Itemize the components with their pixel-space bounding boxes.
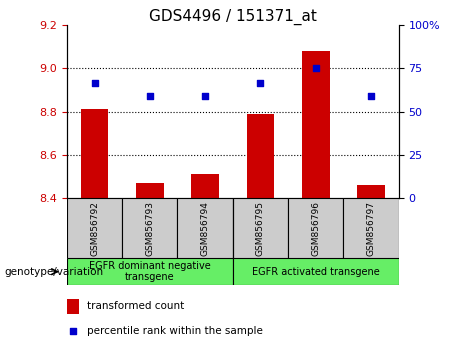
Text: GSM856794: GSM856794: [201, 201, 210, 256]
Text: GSM856796: GSM856796: [311, 201, 320, 256]
Point: [69, 328, 77, 334]
Bar: [67, 299, 79, 314]
Point: [367, 93, 375, 99]
Point: [146, 93, 154, 99]
Bar: [67, 198, 122, 258]
Text: genotype/variation: genotype/variation: [5, 267, 104, 277]
Text: GSM856792: GSM856792: [90, 201, 99, 256]
Bar: [233, 258, 399, 285]
Text: EGFR dominant negative
transgene: EGFR dominant negative transgene: [89, 261, 211, 282]
Point: [312, 65, 319, 71]
Bar: [343, 198, 399, 258]
Bar: [247, 114, 274, 198]
Title: GDS4496 / 151371_at: GDS4496 / 151371_at: [149, 8, 317, 25]
Point: [257, 80, 264, 86]
Text: percentile rank within the sample: percentile rank within the sample: [87, 326, 263, 336]
Bar: [357, 185, 385, 198]
Text: GSM856795: GSM856795: [256, 201, 265, 256]
Text: transformed count: transformed count: [87, 301, 184, 311]
Bar: [233, 198, 288, 258]
Bar: [136, 183, 164, 198]
Point: [91, 80, 98, 86]
Bar: [288, 198, 343, 258]
Point: [201, 93, 209, 99]
Bar: [191, 175, 219, 198]
Text: GSM856797: GSM856797: [366, 201, 376, 256]
Bar: [81, 109, 108, 198]
Bar: [67, 258, 233, 285]
Bar: [122, 198, 177, 258]
Bar: [177, 198, 233, 258]
Text: EGFR activated transgene: EGFR activated transgene: [252, 267, 380, 277]
Bar: [302, 51, 330, 198]
Text: GSM856793: GSM856793: [145, 201, 154, 256]
